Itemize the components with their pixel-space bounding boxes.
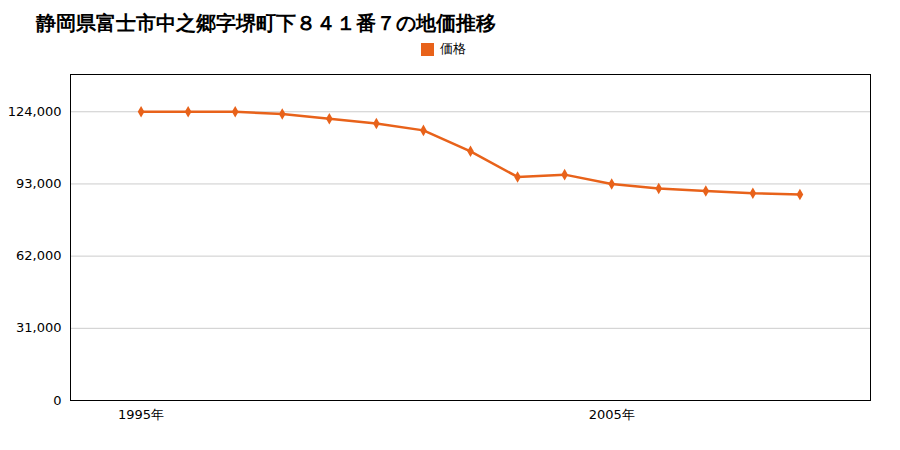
svg-text:0: 0 bbox=[53, 393, 61, 408]
svg-text:2005年: 2005年 bbox=[589, 407, 635, 422]
svg-text:1995年: 1995年 bbox=[118, 407, 164, 422]
svg-text:62,000: 62,000 bbox=[16, 248, 62, 263]
svg-text:31,000: 31,000 bbox=[16, 320, 62, 335]
html-text:価格: 価格 bbox=[439, 41, 466, 56]
html-text:静岡県富士市中之郷字堺町下８４１番７の地価推移: 静岡県富士市中之郷字堺町下８４１番７の地価推移 bbox=[36, 11, 496, 35]
svg-text:93,000: 93,000 bbox=[16, 176, 62, 191]
svg-text:124,000: 124,000 bbox=[8, 104, 62, 119]
